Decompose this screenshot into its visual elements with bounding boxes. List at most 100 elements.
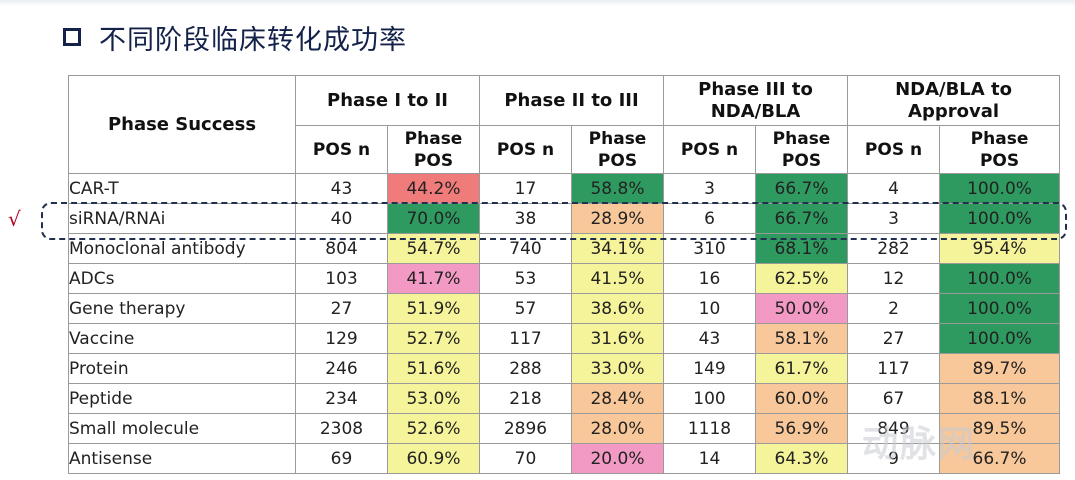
phase-header: NDA/BLA to Approval (847, 75, 1061, 126)
pos-n-header: POS n (663, 125, 756, 174)
pos-n-cell: 2308 (295, 413, 388, 444)
check-mark-icon: √ (8, 207, 21, 231)
pos-n-cell: 234 (295, 383, 388, 414)
phase-pos-cell: 100.0% (939, 293, 1061, 324)
phase-pos-cell: 88.1% (939, 383, 1061, 414)
table-row: Gene therapy 27 51.9% 57 38.6% 10 50.0% 2 100.0% (68, 293, 1061, 324)
phase-pos-cell: 31.6% (571, 323, 664, 354)
phase-pos-header: Phase POS (571, 125, 664, 174)
corner-header: Phase Success (68, 75, 296, 174)
pos-n-cell: 218 (479, 383, 572, 414)
pos-n-cell: 2896 (479, 413, 572, 444)
slide-title: 不同阶段临床转化成功率 (63, 19, 407, 56)
table-row: Antisense 69 60.9% 70 20.0% 14 64.3% 9 66.7% (68, 443, 1061, 474)
pos-n-header: POS n (847, 125, 941, 174)
phase-pos-cell: 51.9% (387, 293, 480, 324)
row-label: Peptide (68, 383, 296, 414)
pos-n-cell: 67 (847, 383, 941, 414)
phase-pos-cell: 60.0% (754, 383, 849, 414)
phase-pos-cell: 52.6% (387, 413, 480, 444)
phase-pos-cell: 41.7% (387, 263, 480, 294)
pos-n-cell: 53 (479, 263, 572, 294)
phase-pos-cell: 64.3% (754, 443, 849, 474)
square-bullet-icon (63, 28, 81, 46)
phase-pos-cell: 100.0% (939, 173, 1061, 204)
watermark-logo: 动脉网 (862, 424, 977, 465)
pos-n-cell: 246 (295, 353, 388, 384)
table-row: Vaccine 129 52.7% 117 31.6% 43 58.1% 27 100.0% (68, 323, 1061, 354)
phase-pos-header: Phase POS (754, 125, 849, 174)
phase-pos-cell: 33.0% (571, 353, 664, 384)
phase-header: Phase III to NDA/BLA (662, 75, 849, 126)
pos-n-cell: 69 (295, 443, 388, 474)
pos-n-cell: 9 (847, 443, 941, 474)
table-row: ADCs 103 41.7% 53 41.5% 16 62.5% 12 100.0% (68, 263, 1061, 294)
phase-pos-cell: 62.5% (754, 263, 849, 294)
pos-n-cell: 10 (663, 293, 756, 324)
pos-n-cell: 129 (295, 323, 388, 354)
pos-n-cell: 27 (847, 323, 941, 354)
phase-pos-header: Phase POS (939, 125, 1061, 174)
pos-n-cell: 16 (663, 263, 756, 294)
phase-pos-header: Phase POS (387, 125, 480, 174)
row-label: Antisense (68, 443, 296, 474)
pos-n-cell: 2 (847, 293, 941, 324)
phase-pos-cell: 51.6% (387, 353, 480, 384)
phase-header: Phase I to II (295, 75, 480, 126)
pos-n-header: POS n (295, 125, 388, 174)
pos-n-header: POS n (479, 125, 572, 174)
pos-n-cell: 117 (847, 353, 941, 384)
phase-pos-cell: 52.7% (387, 323, 480, 354)
table-row: CAR-T 43 44.2% 17 58.8% 3 66.7% 4 100.0% (68, 173, 1061, 204)
pos-n-cell: 149 (663, 353, 756, 384)
phase-pos-cell: 89.7% (939, 353, 1061, 384)
row-label: ADCs (68, 263, 296, 294)
pos-n-cell: 14 (663, 443, 756, 474)
pos-n-cell: 3 (663, 173, 756, 204)
pos-n-cell: 38 (479, 203, 572, 234)
pos-n-cell: 1118 (663, 413, 756, 444)
row-label: Gene therapy (68, 293, 296, 324)
pos-n-cell: 70 (479, 443, 572, 474)
pos-n-cell: 57 (479, 293, 572, 324)
table-row: siRNA/RNAi 40 70.0% 38 28.9% 6 66.7% 3 100.0% (68, 203, 1061, 234)
pos-n-cell: 43 (295, 173, 388, 204)
pos-n-cell: 3 (847, 203, 941, 234)
phase-pos-cell: 66.7% (754, 173, 849, 204)
phase-pos-cell: 56.9% (754, 413, 849, 444)
phase-pos-cell: 44.2% (387, 173, 480, 204)
phase-pos-cell: 38.6% (571, 293, 664, 324)
phase-pos-cell: 58.8% (571, 173, 664, 204)
highlight-dashed-box (41, 202, 1067, 240)
row-label: siRNA/RNAi (68, 203, 296, 234)
row-label: Small molecule (68, 413, 296, 444)
pos-n-cell: 6 (663, 203, 756, 234)
title-text: 不同阶段临床转化成功率 (99, 24, 407, 56)
phase-pos-cell: 100.0% (939, 323, 1061, 354)
top-divider (0, 0, 1075, 6)
phase-pos-cell: 100.0% (939, 203, 1061, 234)
phase-pos-cell: 89.5% (939, 413, 1061, 444)
row-label: Vaccine (68, 323, 296, 354)
phase-pos-cell: 61.7% (754, 353, 849, 384)
phase-pos-cell: 70.0% (387, 203, 480, 234)
pos-n-cell: 43 (663, 323, 756, 354)
phase-pos-cell: 20.0% (571, 443, 664, 474)
phase-header: Phase II to III (479, 75, 664, 126)
pos-n-cell: 100 (663, 383, 756, 414)
table-row: Peptide 234 53.0% 218 28.4% 100 60.0% 67 88.1% (68, 383, 1061, 414)
row-label: CAR-T (68, 173, 296, 204)
phase-pos-cell: 58.1% (754, 323, 849, 354)
phase-pos-cell: 28.0% (571, 413, 664, 444)
pos-n-cell: 4 (847, 173, 941, 204)
pos-n-cell: 12 (847, 263, 941, 294)
pos-n-cell: 849 (847, 413, 941, 444)
row-label: Protein (68, 353, 296, 384)
phase-pos-cell: 60.9% (387, 443, 480, 474)
phase-pos-cell: 41.5% (571, 263, 664, 294)
pos-n-cell: 288 (479, 353, 572, 384)
pos-n-cell: 103 (295, 263, 388, 294)
pos-n-cell: 17 (479, 173, 572, 204)
phase-pos-cell: 53.0% (387, 383, 480, 414)
phase-pos-cell: 100.0% (939, 263, 1061, 294)
